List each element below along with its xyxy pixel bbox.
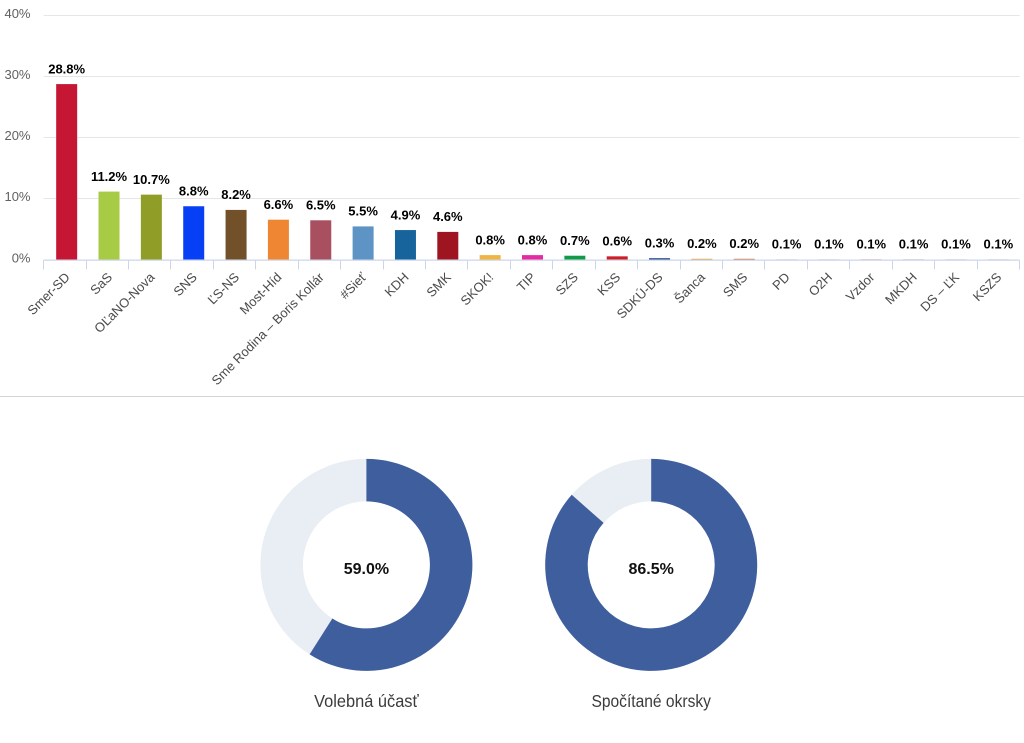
svg-text:10%: 10%: [4, 189, 30, 204]
svg-text:KDH: KDH: [382, 270, 412, 300]
svg-text:Spočítané okrsky: Spočítané okrsky: [591, 691, 711, 711]
svg-text:28.8%: 28.8%: [48, 61, 85, 76]
svg-text:ĽS-NS: ĽS-NS: [205, 269, 243, 307]
svg-text:0.1%: 0.1%: [984, 237, 1014, 252]
svg-text:Šanca: Šanca: [671, 269, 708, 306]
svg-text:Volebná účasť: Volebná účasť: [314, 691, 419, 711]
svg-text:86.5%: 86.5%: [629, 561, 674, 578]
svg-text:0.1%: 0.1%: [814, 237, 844, 252]
svg-text:KSS: KSS: [594, 269, 623, 298]
svg-text:59.0%: 59.0%: [344, 561, 389, 578]
svg-text:0.1%: 0.1%: [899, 237, 929, 252]
svg-text:KSZS: KSZS: [970, 269, 1005, 304]
svg-text:30%: 30%: [4, 67, 30, 82]
svg-text:8.2%: 8.2%: [221, 187, 251, 202]
svg-text:0.2%: 0.2%: [687, 236, 717, 251]
svg-text:PD: PD: [769, 270, 792, 293]
svg-text:8.8%: 8.8%: [179, 183, 209, 198]
svg-text:#Sieť: #Sieť: [337, 269, 370, 302]
svg-text:0.3%: 0.3%: [645, 235, 675, 250]
svg-text:4.6%: 4.6%: [433, 209, 463, 224]
svg-text:11.2%: 11.2%: [91, 169, 128, 184]
svg-text:0.1%: 0.1%: [856, 237, 886, 252]
svg-text:SNS: SNS: [170, 269, 200, 299]
svg-text:20%: 20%: [4, 128, 30, 143]
svg-text:40%: 40%: [4, 6, 30, 21]
svg-text:DS – ĽK: DS – ĽK: [917, 269, 962, 314]
svg-text:6.5%: 6.5%: [306, 198, 336, 213]
svg-text:Smer-SD: Smer-SD: [24, 270, 72, 318]
svg-text:Vzdor: Vzdor: [843, 269, 878, 304]
svg-text:4.9%: 4.9%: [391, 207, 421, 222]
svg-text:SMK: SMK: [423, 269, 454, 300]
svg-text:SKOK!: SKOK!: [458, 270, 497, 309]
svg-text:0.6%: 0.6%: [602, 234, 632, 249]
svg-text:0.8%: 0.8%: [475, 232, 505, 247]
svg-text:0.1%: 0.1%: [772, 237, 802, 252]
svg-text:SDKÚ-DS: SDKÚ-DS: [614, 269, 666, 321]
svg-text:0.8%: 0.8%: [518, 232, 548, 247]
svg-text:6.6%: 6.6%: [264, 197, 294, 212]
svg-text:0%: 0%: [12, 250, 31, 265]
svg-text:SMS: SMS: [720, 269, 751, 300]
svg-text:SZS: SZS: [552, 269, 581, 298]
svg-text:TIP: TIP: [514, 270, 539, 295]
svg-text:0.2%: 0.2%: [729, 236, 759, 251]
svg-text:0.7%: 0.7%: [560, 233, 590, 248]
svg-text:O2H: O2H: [806, 270, 836, 300]
svg-text:0.1%: 0.1%: [941, 237, 971, 252]
svg-text:5.5%: 5.5%: [348, 204, 378, 219]
svg-text:MKDH: MKDH: [882, 270, 920, 308]
svg-text:SaS: SaS: [87, 269, 115, 297]
svg-text:10.7%: 10.7%: [133, 172, 170, 187]
